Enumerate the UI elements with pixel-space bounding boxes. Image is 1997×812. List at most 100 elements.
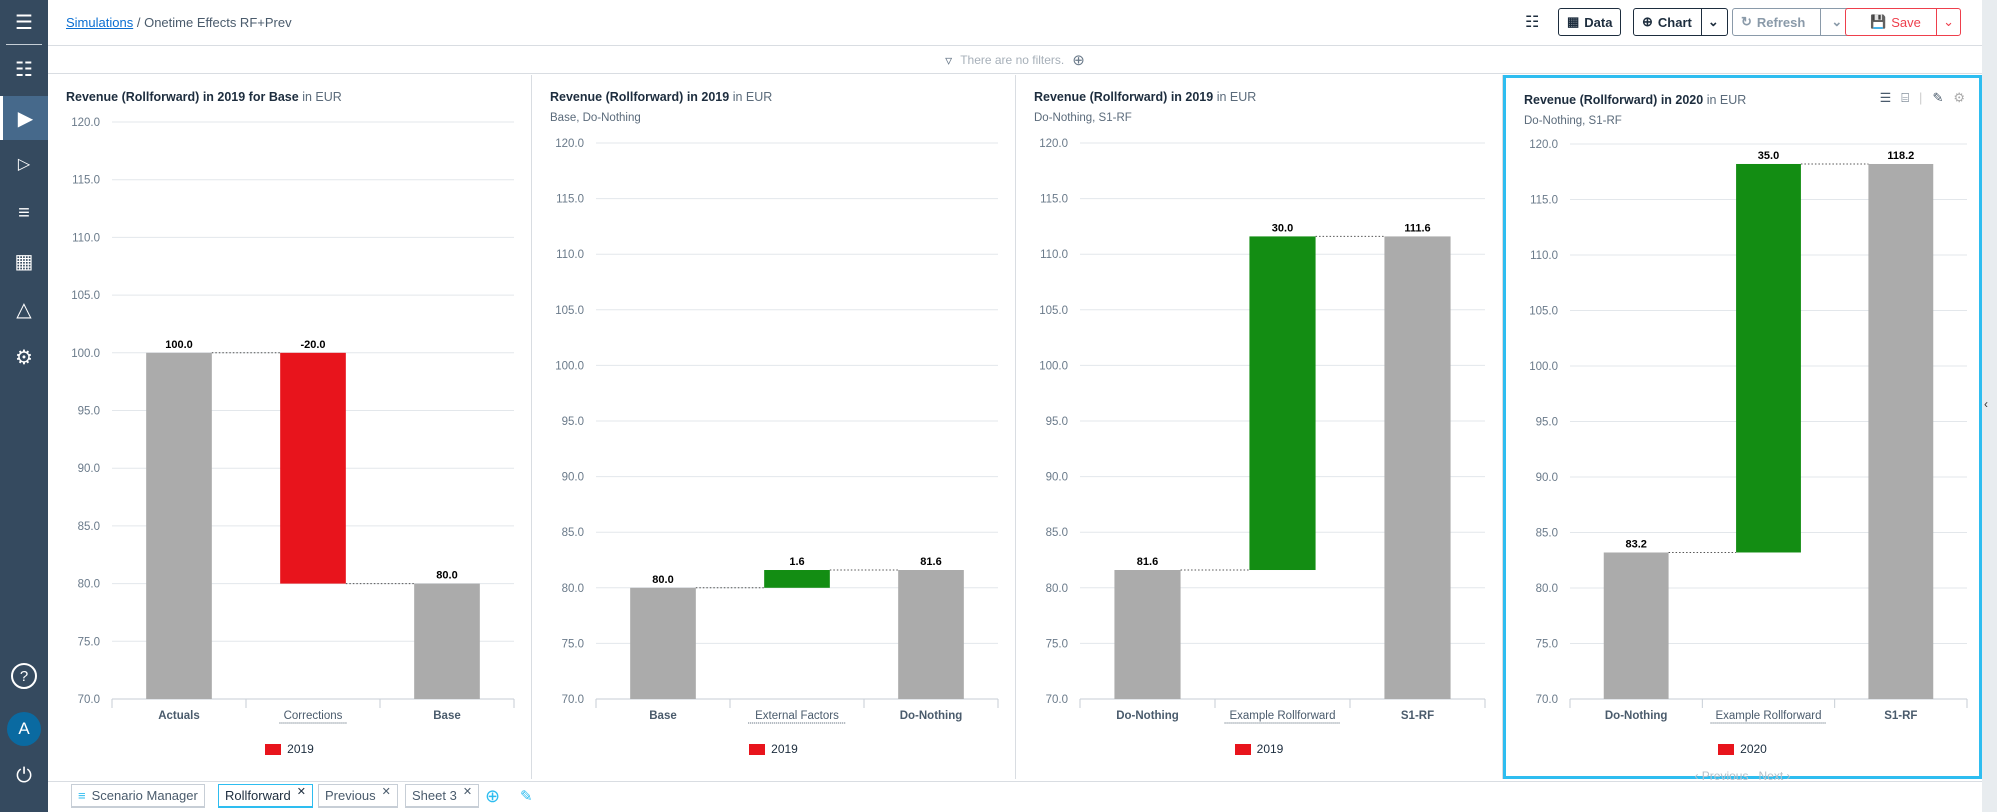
category-label[interactable]: Corrections [284,710,343,722]
chevron-left-icon[interactable]: ‹ [1984,397,1988,411]
bar[interactable] [898,570,964,699]
chart-panel[interactable]: Revenue (Rollforward) in 2019 for Base i… [48,75,532,779]
gear-icon[interactable]: ⚙ [1953,90,1965,105]
tab-rollforward[interactable]: Rollforward ✕ [218,784,313,808]
close-icon[interactable]: ✕ [296,786,306,798]
refresh-icon: ↻ [1741,14,1752,29]
refresh-button[interactable]: ↻ Refresh ⌄ [1732,8,1852,36]
chevron-down-icon[interactable]: ⌄ [1820,9,1842,35]
y-tick-label: 120.0 [1529,139,1558,151]
chart-panel[interactable]: Revenue (Rollforward) in 2020 in EUR Do-N… [1503,75,1982,783]
legend-swatch [1234,743,1251,755]
close-icon[interactable]: ✕ [381,786,391,798]
power-icon[interactable]: ⏻ [16,764,32,787]
breadcrumb-simulations-link[interactable]: Simulations [66,15,134,30]
plus-circle-icon: ⊕ [1642,14,1653,29]
waterfall-chart: 120.0 115.0 110.0 105.0 100.0 95.0 90.0 85.0 80.… [71,117,515,724]
category-label: Base [649,710,677,722]
chart-button[interactable]: ⊕ Chart ⌄ [1633,8,1728,36]
legend-swatch [1718,743,1735,755]
category-label[interactable]: External Factors [755,710,839,722]
bar[interactable] [764,570,830,588]
bar[interactable] [1603,552,1669,699]
edit-icon[interactable]: ✎ [1932,90,1944,105]
y-tick-label: 70.0 [1536,694,1558,706]
bar[interactable] [1114,570,1181,699]
y-tick-label: 120.0 [71,117,100,129]
presentation-icon[interactable]: ▷ [17,156,31,173]
list-icon[interactable]: ☰ [1879,90,1892,105]
y-tick-label: 110.0 [556,249,584,261]
y-tick-label: 95.0 [562,416,584,428]
data-label: 83.2 [1625,538,1646,550]
data-label: 118.2 [1887,150,1914,162]
legend: 2020 [1506,742,1979,756]
bar[interactable] [280,352,346,584]
category-label[interactable]: Example Rollforward [1715,710,1821,722]
y-tick-label: 90.0 [562,472,584,484]
sliders-icon[interactable]: ≡ [18,201,30,224]
bar[interactable] [630,587,696,699]
bar[interactable] [1868,163,1934,700]
scrollbar[interactable]: ‹ [1982,0,1997,812]
y-tick-label: 85.0 [1536,528,1558,540]
category-label: S1-RF [1884,710,1917,722]
chart-panel[interactable]: Revenue (Rollforward) in 2019 in EUR Base… [532,75,1016,779]
add-sheet-icon[interactable]: ⊕ [485,786,501,806]
network-icon[interactable]: △ [16,298,32,321]
add-filter-icon[interactable]: ⊕ [1072,52,1085,69]
y-tick-label: 75.0 [562,638,584,650]
excel-icon: ▦ [1567,14,1580,29]
y-tick-label: 120.0 [555,138,584,150]
chart-subtitle: Do-Nothing, S1-RF [1034,112,1132,124]
hierarchy-icon[interactable]: ☷ [1525,14,1540,31]
data-label: 80.0 [652,574,673,586]
sidebar: ☰ ☷ ▶ ▷ ≡ ▦ △ ⚙ ? A ⏻ [0,0,48,812]
category-label[interactable]: Example Rollforward [1229,710,1335,722]
columns-icon[interactable]: ⌸ [1901,90,1910,105]
bar[interactable] [1249,236,1316,571]
edit-icon[interactable]: ✎ [520,788,533,805]
play-icon[interactable]: ▶ [0,96,48,140]
tab-scenario-manager[interactable]: ≡ Scenario Manager [71,784,205,808]
filter-icon[interactable]: ▿ [945,51,953,68]
y-tick-label: 85.0 [562,527,584,539]
save-button[interactable]: 💾 Save ⌄ [1845,8,1961,36]
data-label: 81.6 [920,556,941,568]
header: Simulations / Onetime Effects RF+Prev ☷ … [48,0,1982,46]
next-button[interactable]: Next › [1758,769,1791,783]
waterfall-chart: 120.0 115.0 110.0 105.0 100.0 95.0 90.0 85.0 80.… [1039,138,1486,724]
y-tick-label: 80.0 [1046,583,1068,595]
previous-button[interactable]: ‹ Previous [1694,769,1749,783]
chart-toolbar: ☰ ⌸ | ✎ ⚙ [1879,90,1965,105]
data-label: 30.0 [1272,222,1293,234]
y-tick-label: 75.0 [1536,639,1558,651]
gear-icon[interactable]: ⚙ [15,346,33,369]
bar[interactable] [1736,163,1801,553]
y-tick-label: 70.0 [78,694,100,706]
y-tick-label: 100.0 [555,360,584,372]
grid-icon[interactable]: ▦ [14,250,34,273]
bar[interactable] [414,583,480,699]
chevron-down-icon[interactable]: ⌄ [1936,9,1960,35]
tab-previous[interactable]: Previous ✕ [318,784,398,808]
layers-icon[interactable]: ☰ [15,11,33,34]
hierarchy-icon[interactable]: ☷ [15,58,33,81]
bar[interactable] [146,352,212,699]
avatar[interactable]: A [0,707,48,751]
y-tick-label: 110.0 [1530,250,1558,262]
chart-panel[interactable]: Revenue (Rollforward) in 2019 in EUR Do-N… [1016,75,1503,779]
y-tick-label: 70.0 [562,694,584,706]
y-tick-label: 75.0 [78,636,100,648]
y-tick-label: 70.0 [1046,694,1068,706]
close-icon[interactable]: ✕ [462,786,473,798]
tab-sheet-3[interactable]: Sheet 3 ✕ [405,784,480,808]
bar[interactable] [1384,236,1451,699]
help-icon[interactable]: ? [0,654,48,698]
data-button[interactable]: ▦ Data [1558,8,1622,36]
pagination: ‹ Previous Next › [1506,769,1979,783]
waterfall-chart: 120.0 115.0 110.0 105.0 100.0 95.0 90.0 85.0 80.… [1529,139,1968,724]
chart-title: Revenue (Rollforward) in 2020 in EUR [1524,93,1747,107]
data-label: 1.6 [789,556,804,568]
chevron-down-icon[interactable]: ⌄ [1700,9,1719,35]
